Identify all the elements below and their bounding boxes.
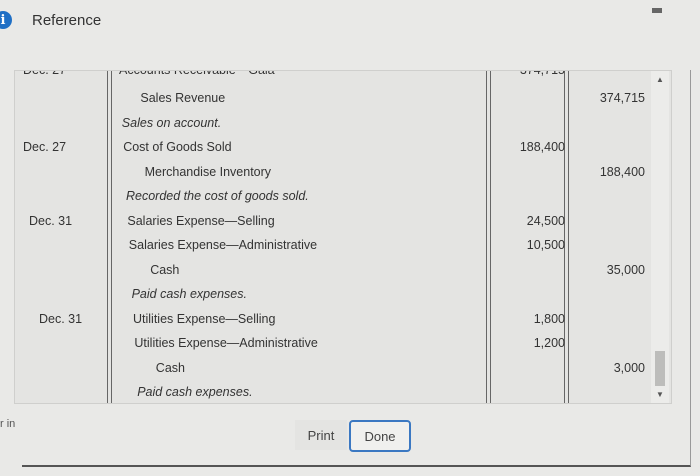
account-name: Accounts Receivable—Gala bbox=[119, 70, 275, 77]
account-name: Sales on account. bbox=[121, 115, 222, 130]
background-text: r in bbox=[0, 418, 16, 430]
entry-date: Dec. 27 bbox=[23, 140, 67, 154]
scrollbar-thumb[interactable] bbox=[655, 351, 665, 386]
debit-amount: 374,715 bbox=[519, 70, 565, 77]
debit-amount: 1,200 bbox=[533, 336, 565, 350]
account-name: Salaries Expense—Administrative bbox=[128, 238, 318, 252]
account-name: Cash bbox=[155, 360, 185, 375]
credit-amount: 188,400 bbox=[599, 164, 645, 179]
info-icon: i bbox=[0, 11, 12, 29]
account-name: Salaries Expense—Selling bbox=[127, 213, 275, 228]
credit-amount: 35,000 bbox=[606, 262, 645, 277]
credit-amount: 3,000 bbox=[613, 360, 645, 375]
account-name: Utilities Expense—Selling bbox=[133, 311, 276, 326]
account-name: Cash bbox=[150, 262, 180, 277]
account-name: Paid cash expenses. bbox=[137, 385, 253, 399]
window-title: Reference bbox=[32, 11, 102, 29]
account-name: Paid cash expenses. bbox=[131, 287, 247, 301]
dialog-frame bbox=[22, 70, 691, 467]
account-name: Sales Revenue bbox=[140, 91, 226, 105]
title-bar: i Reference bbox=[0, 8, 101, 32]
credit-amount: 374,715 bbox=[599, 91, 645, 105]
debit-amount: 188,400 bbox=[519, 140, 565, 154]
scrollbar[interactable]: ▲ ▼ bbox=[651, 71, 669, 403]
debit-amount: 1,800 bbox=[533, 311, 565, 326]
entry-date: Dec. 31 bbox=[29, 213, 73, 228]
account-name: Recorded the cost of goods sold. bbox=[126, 189, 309, 203]
print-button[interactable]: Print bbox=[295, 420, 347, 450]
column-divider bbox=[486, 71, 491, 403]
entry-date: Dec. 31 bbox=[39, 311, 83, 326]
debit-amount: 24,500 bbox=[526, 213, 565, 228]
scroll-up-icon[interactable]: ▲ bbox=[656, 75, 664, 84]
debit-amount: 10,500 bbox=[526, 238, 565, 252]
journal-table: ▲ ▼ Dec. 27 Accounts Receivable—Gala 374,7… bbox=[14, 70, 672, 404]
minimize-icon[interactable] bbox=[652, 8, 662, 13]
account-name: Merchandise Inventory bbox=[144, 164, 272, 179]
done-button[interactable]: Done bbox=[349, 420, 411, 452]
entry-date: Dec. 27 bbox=[23, 70, 67, 77]
account-name: Utilities Expense—Administrative bbox=[134, 336, 318, 350]
column-divider bbox=[107, 71, 112, 403]
account-name: Cost of Goods Sold bbox=[123, 140, 232, 154]
scroll-down-icon[interactable]: ▼ bbox=[656, 390, 664, 399]
column-divider bbox=[564, 71, 569, 403]
